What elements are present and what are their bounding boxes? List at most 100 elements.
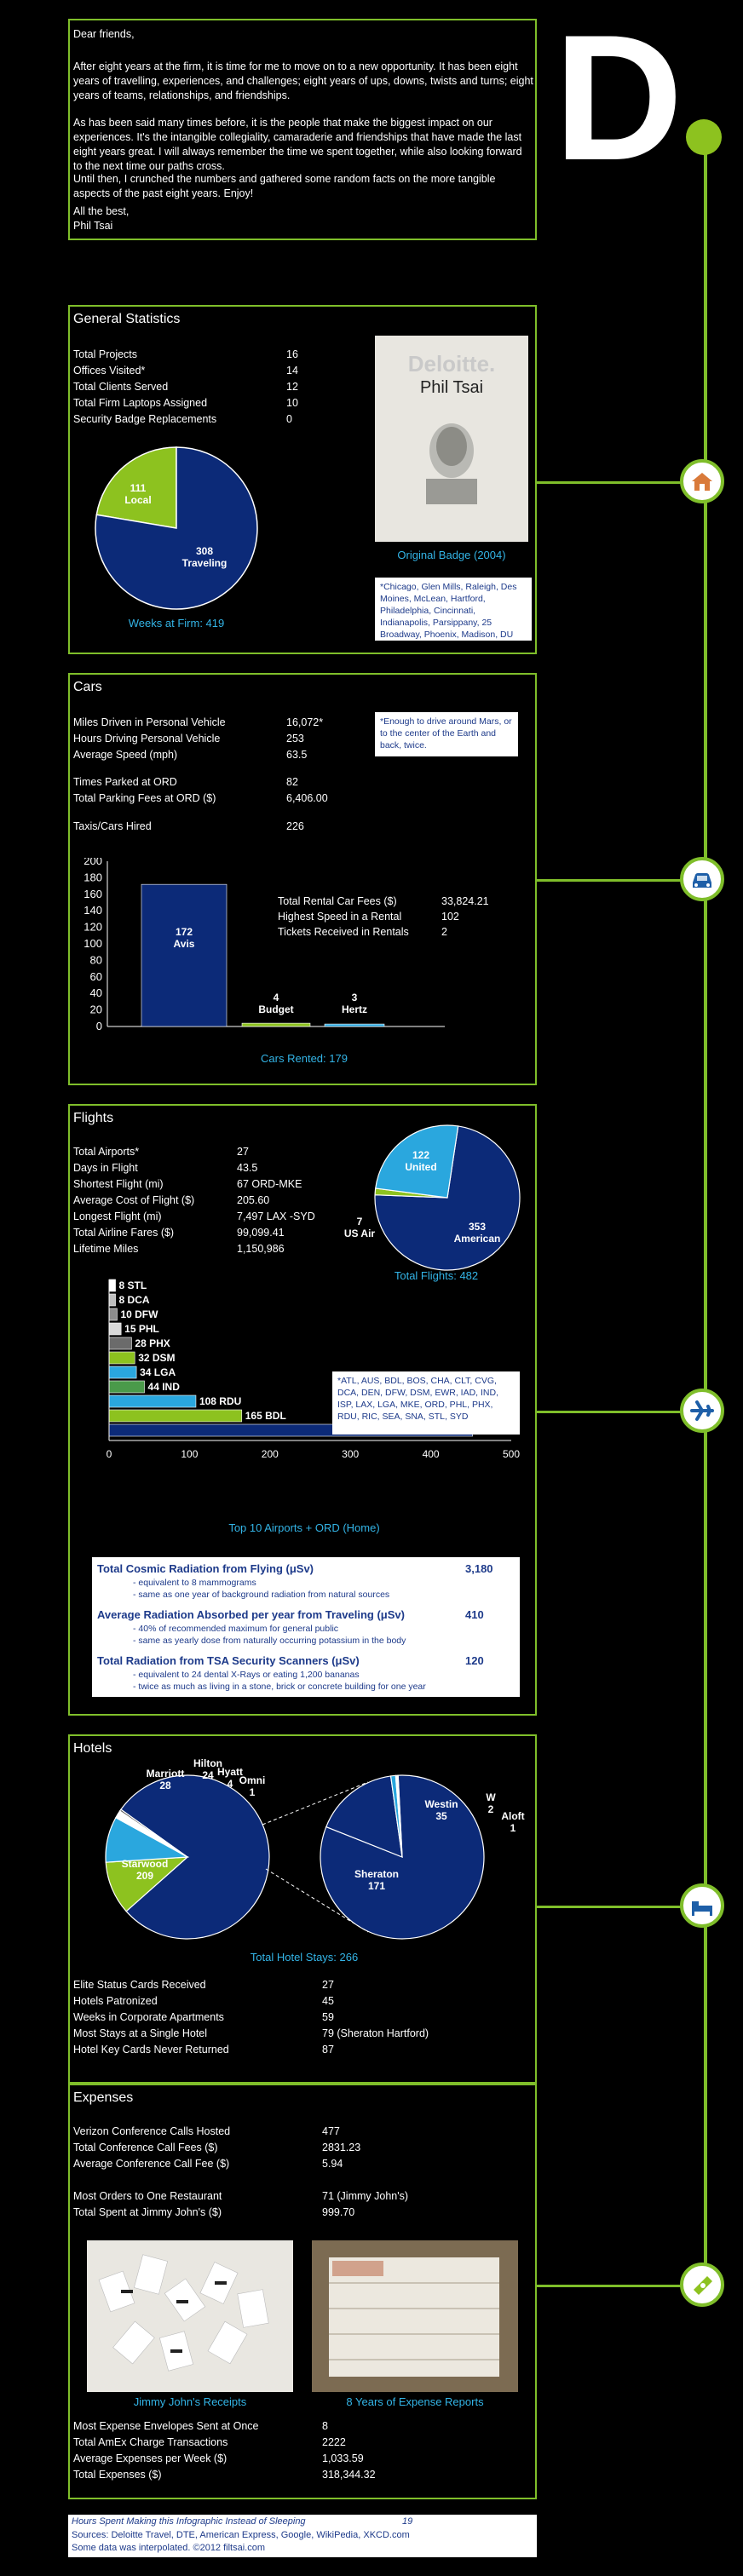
- cars-chart-caption: Cars Rented: 179: [261, 1052, 348, 1065]
- expenses-stat-label: Total AmEx Charge Transactions: [73, 2436, 228, 2448]
- footer-hours-value: 19: [402, 2516, 413, 2527]
- slice-value-label: 28: [159, 1780, 171, 1791]
- bar-dsm: [108, 1351, 135, 1365]
- timeline-start-dot: [686, 119, 722, 155]
- bar-rdu: [108, 1394, 197, 1408]
- offices-note: *Chicago, Glen Mills, Raleigh, Des Moine…: [375, 578, 532, 641]
- bar-value-label: 4: [274, 992, 279, 1003]
- cars-stat-label: Average Speed (mph): [73, 749, 178, 761]
- expenses-stat-value: 2831.23: [322, 2142, 361, 2153]
- slice-category-label: Sheraton: [354, 1868, 399, 1880]
- expenses-stat-value: 71 (Jimmy John's): [322, 2190, 409, 2202]
- connector-flights: [537, 1411, 682, 1413]
- general-stat-label: Offices Visited*: [73, 365, 146, 377]
- general-stat-label: Total Projects: [73, 348, 138, 360]
- general-stat-label: Security Badge Replacements: [73, 413, 217, 425]
- connector-general: [537, 481, 682, 484]
- slice-category-label: Hyatt: [217, 1766, 243, 1778]
- footer-hours-label: Hours Spent Making this Infographic Inst…: [72, 2516, 306, 2527]
- letter-paragraph-2: As has been said many times before, it i…: [73, 117, 522, 172]
- radiation-label: Total Cosmic Radiation from Flying (μSv): [97, 1562, 314, 1575]
- starwood-brand-slice: [325, 1775, 403, 1858]
- bar-phl: [108, 1322, 122, 1336]
- flights-stat-value: 99,099.41: [237, 1227, 285, 1239]
- badge-caption: Original Badge (2004): [397, 549, 506, 561]
- bar-budget: [241, 1022, 311, 1027]
- bar-ind: [108, 1380, 145, 1394]
- starwood-brand-slice: [395, 1774, 403, 1858]
- y-tick-label: 100: [84, 937, 102, 950]
- expenses-stat-label: Total Spent at Jimmy John's ($): [73, 2206, 222, 2218]
- x-tick-label: 400: [423, 1448, 440, 1460]
- slice-category-label: W: [486, 1791, 496, 1803]
- slice-value-label: 122: [412, 1149, 429, 1161]
- letter-paragraph-3: Until then, I crunched the numbers and g…: [73, 173, 496, 199]
- general-stat-value: 14: [286, 365, 298, 377]
- bar-lga: [108, 1366, 137, 1379]
- radiation-detail: - equivalent to 24 dental X-Rays or eati…: [133, 1670, 360, 1680]
- badge-logo: Deloitte.: [407, 351, 496, 377]
- hotels-stat-value: 59: [322, 2011, 334, 2023]
- cars-stat-value: 63.5: [286, 749, 308, 761]
- footer: Hours Spent Making this Infographic Inst…: [68, 2515, 537, 2557]
- bar-label: 165 BDL: [245, 1410, 286, 1422]
- bar-label: 15 PHL: [124, 1323, 159, 1335]
- bar-bdl: [108, 1409, 243, 1423]
- hotel-chain-slice: [120, 1774, 270, 1940]
- x-tick-label: 100: [181, 1448, 198, 1460]
- y-tick-label: 200: [84, 858, 102, 867]
- expenses-title: Expenses: [73, 2090, 134, 2105]
- bar-value-label: 172: [176, 926, 193, 938]
- rental-stat-value: 2: [441, 926, 447, 938]
- bar-avis: [141, 883, 228, 1027]
- rental-stat-label: Tickets Received in Rentals: [278, 926, 409, 938]
- hotels-stat-value: 87: [322, 2044, 334, 2056]
- letter-signature: Phil Tsai: [73, 220, 113, 232]
- connector-cars: [537, 879, 682, 882]
- expenses-stat-value: 318,344.32: [322, 2469, 376, 2481]
- slice-value-label: 24: [202, 1769, 214, 1781]
- pie-label-traveling-value: 308: [196, 545, 213, 557]
- bar-label: 10 DFW: [120, 1308, 158, 1320]
- footer-interpolated: Some data was interpolated. ©2012 filtsa…: [72, 2543, 266, 2553]
- cars-title: Cars: [73, 680, 102, 694]
- y-tick-label: 120: [84, 921, 102, 934]
- expenses-stat-label: Most Orders to One Restaurant: [73, 2190, 222, 2202]
- y-tick-label: 80: [90, 953, 102, 966]
- flights-stat-value: 1,150,986: [237, 1243, 285, 1255]
- letter-panel: Dear friends, After eight years at the f…: [68, 19, 537, 240]
- bar-dfw: [108, 1308, 118, 1321]
- slice-category-label: Westin: [424, 1798, 458, 1810]
- connector-expenses: [537, 2285, 682, 2287]
- letter-greeting: Dear friends,: [73, 28, 135, 40]
- radiation-detail: - same as one year of background radiati…: [133, 1590, 390, 1600]
- bar-label: 32 DSM: [138, 1352, 175, 1364]
- flights-stat-label: Lifetime Miles: [73, 1243, 139, 1255]
- slice-value-label: 209: [136, 1870, 153, 1882]
- general-stat-value: 16: [286, 348, 298, 360]
- zoom-line: [262, 1781, 369, 1826]
- expenses-stat-value: 999.70: [322, 2206, 355, 2218]
- expenses-stat-label: Verizon Conference Calls Hosted: [73, 2125, 231, 2137]
- bar-stl: [108, 1279, 116, 1292]
- general-stat-label: Total Firm Laptops Assigned: [73, 397, 208, 409]
- miles-note: *Enough to drive around Mars, or to the …: [375, 712, 518, 756]
- weeks-pie-caption: Weeks at Firm: 419: [128, 617, 225, 630]
- slice-category-label: Starwood: [122, 1858, 169, 1870]
- hotels-stat-label: Hotel Key Cards Never Returned: [73, 2044, 229, 2056]
- timeline-line: [704, 136, 707, 2283]
- y-tick-label: 40: [90, 986, 102, 999]
- receipts-image: [87, 2240, 293, 2392]
- flights-stat-label: Average Cost of Flight ($): [73, 1194, 195, 1206]
- y-tick-label: 60: [90, 970, 102, 983]
- slice-value-label: 353: [469, 1221, 486, 1233]
- slice-value-label: 2: [488, 1803, 494, 1815]
- cars-panel: Cars Miles Driven in Personal Vehicle 16,…: [68, 673, 537, 1085]
- cars-stat-label: Miles Driven in Personal Vehicle: [73, 716, 226, 728]
- bar-category-label: Hertz: [342, 1003, 367, 1015]
- y-tick-label: 160: [84, 888, 102, 900]
- flights-stat-label: Days in Flight: [73, 1162, 138, 1174]
- rental-stat-value: 102: [441, 911, 459, 923]
- reports-caption: 8 Years of Expense Reports: [346, 2395, 484, 2408]
